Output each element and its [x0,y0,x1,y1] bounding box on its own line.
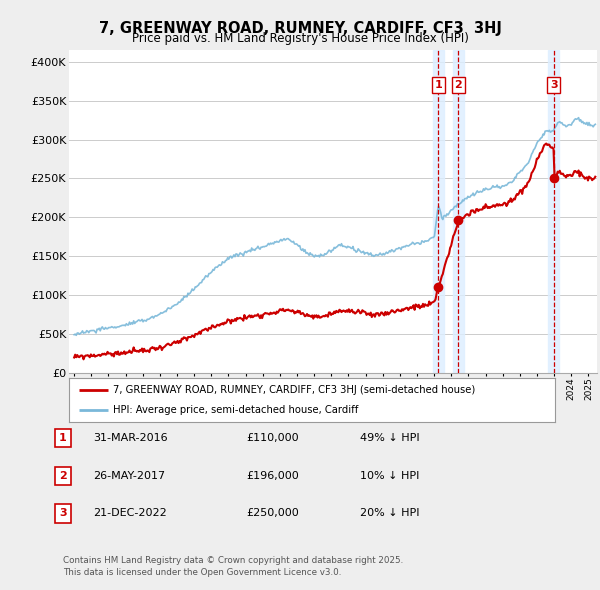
Text: £250,000: £250,000 [246,509,299,518]
Text: £110,000: £110,000 [246,433,299,442]
Text: 2: 2 [59,471,67,481]
Text: 7, GREENWAY ROAD, RUMNEY, CARDIFF, CF3  3HJ: 7, GREENWAY ROAD, RUMNEY, CARDIFF, CF3 3… [98,21,502,35]
Text: 49% ↓ HPI: 49% ↓ HPI [360,433,419,442]
Text: Contains HM Land Registry data © Crown copyright and database right 2025.
This d: Contains HM Land Registry data © Crown c… [63,556,403,577]
Text: 3: 3 [550,80,557,90]
Text: HPI: Average price, semi-detached house, Cardiff: HPI: Average price, semi-detached house,… [113,405,358,415]
Text: £196,000: £196,000 [246,471,299,481]
Bar [548,50,559,373]
Text: 20% ↓ HPI: 20% ↓ HPI [360,509,419,518]
Text: 7, GREENWAY ROAD, RUMNEY, CARDIFF, CF3 3HJ (semi-detached house): 7, GREENWAY ROAD, RUMNEY, CARDIFF, CF3 3… [113,385,475,395]
Text: Price paid vs. HM Land Registry's House Price Index (HPI): Price paid vs. HM Land Registry's House … [131,32,469,45]
Text: 31-MAR-2016: 31-MAR-2016 [93,433,167,442]
Bar [454,50,464,373]
Text: 2: 2 [455,80,463,90]
Text: 1: 1 [59,433,67,442]
Text: 10% ↓ HPI: 10% ↓ HPI [360,471,419,481]
Text: 1: 1 [434,80,442,90]
Bar [433,50,443,373]
Text: 3: 3 [59,509,67,518]
Text: 26-MAY-2017: 26-MAY-2017 [93,471,165,481]
Text: 21-DEC-2022: 21-DEC-2022 [93,509,167,518]
